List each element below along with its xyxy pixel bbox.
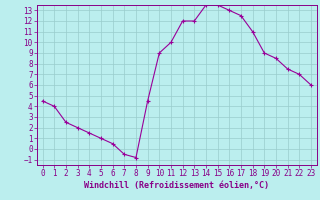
X-axis label: Windchill (Refroidissement éolien,°C): Windchill (Refroidissement éolien,°C): [84, 181, 269, 190]
